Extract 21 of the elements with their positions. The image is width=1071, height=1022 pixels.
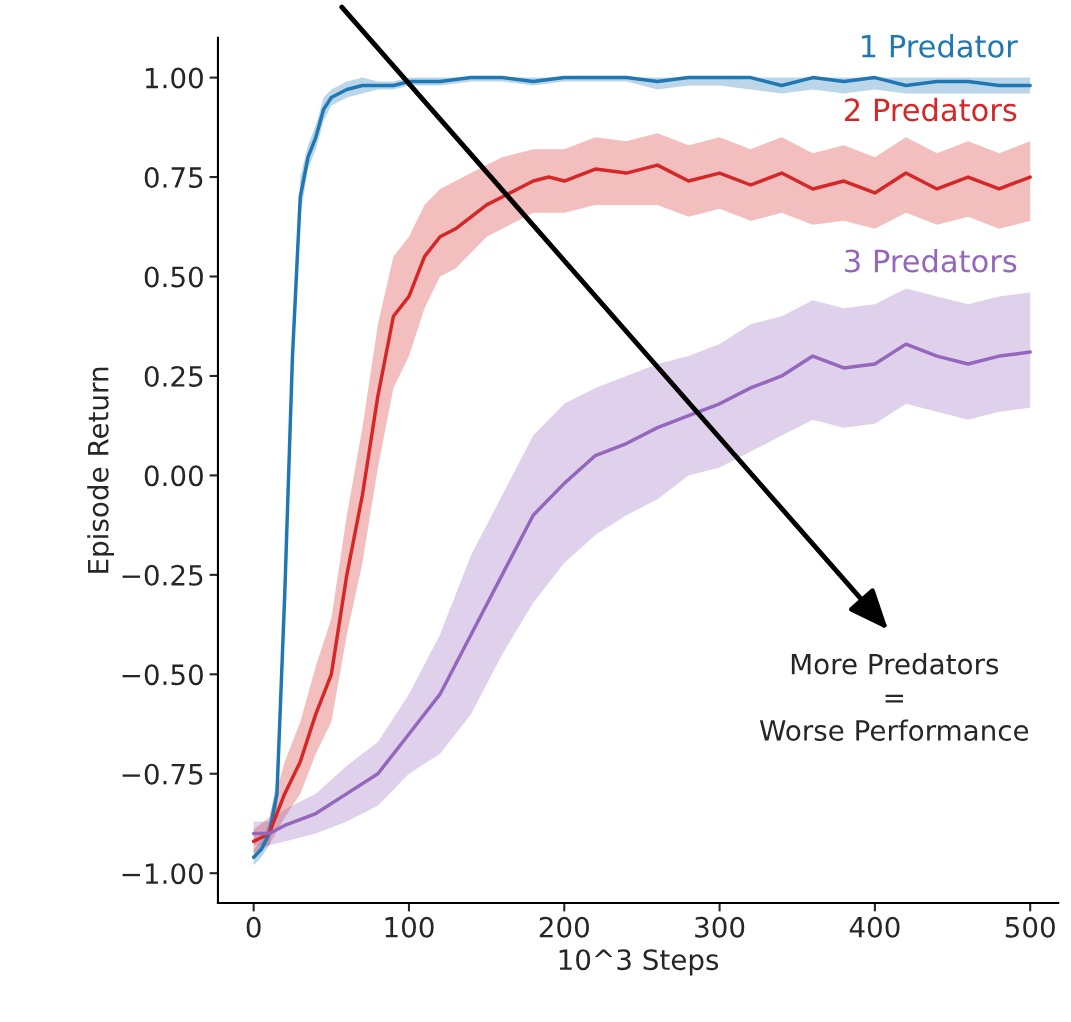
- y-tick-label: −0.50: [122, 664, 203, 686]
- x-tick-label: 300: [695, 916, 745, 938]
- x-axis-title: 10^3 Steps: [559, 949, 719, 976]
- x-tick-label: 200: [539, 916, 589, 938]
- y-tick-label: 0.25: [144, 365, 203, 387]
- series-label: 1 Predator: [862, 34, 1018, 58]
- y-tick-label: −0.75: [122, 763, 203, 785]
- x-tick-label: 400: [849, 916, 900, 938]
- series-label: 2 Predators: [845, 97, 1017, 122]
- y-tick-label: −1.00: [122, 863, 203, 885]
- x-tick-label: 0: [246, 916, 261, 938]
- y-tick-label: 0.00: [144, 465, 203, 487]
- x-tick-label: 100: [385, 916, 434, 938]
- y-axis-title: Episode Return: [87, 367, 115, 573]
- y-tick-label: 0.50: [144, 266, 203, 288]
- y-tick-label: −0.25: [122, 564, 203, 586]
- x-tick-label: 500: [1005, 916, 1055, 938]
- text: 3 Predators: [845, 248, 1017, 273]
- y-tick-label: 1.00: [145, 67, 203, 89]
- y-tick-label: 0.75: [144, 166, 203, 188]
- annotation: More Predators = Worse Performance: [759, 653, 1029, 741]
